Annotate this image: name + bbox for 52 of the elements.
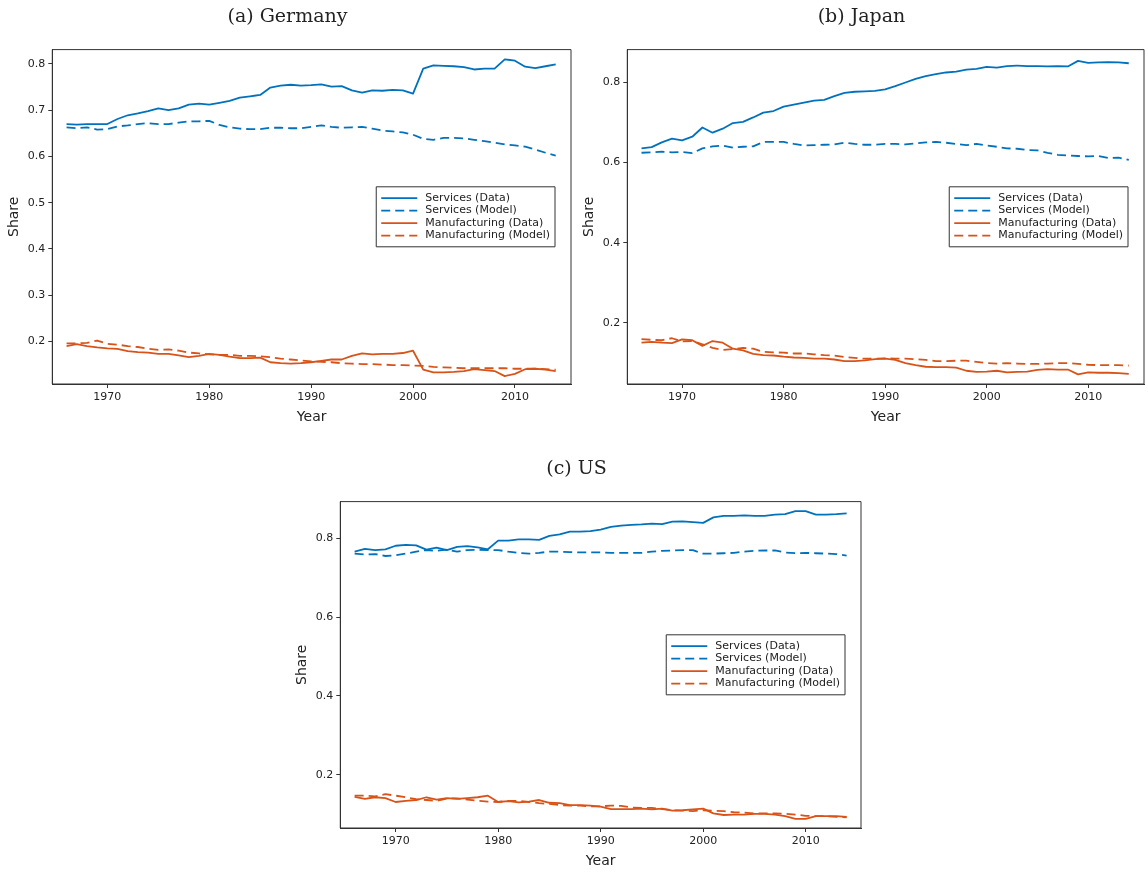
legend-label: Services (Data) — [715, 638, 800, 652]
y-axis-title: Share — [580, 196, 597, 237]
chart-title: (b) Japan — [816, 4, 907, 26]
y-tick-label: 0.6 — [27, 149, 46, 163]
x-tick-label: 2000 — [972, 390, 1001, 404]
legend-label: Services (Model) — [715, 651, 807, 665]
y-tick-label: 0.6 — [315, 609, 334, 623]
legend-label: Manufacturing (Model) — [715, 676, 841, 690]
y-tick-label: 0.4 — [27, 241, 46, 255]
y-tick-label: 0.5 — [27, 195, 46, 209]
legend-label: Services (Model) — [425, 203, 517, 217]
line-series — [640, 141, 1130, 161]
y-tick-label: 0.4 — [602, 235, 621, 249]
legend-label: Manufacturing (Model) — [998, 228, 1124, 242]
legend-label: Manufacturing (Data) — [425, 215, 544, 229]
x-tick-label: 1970 — [93, 390, 122, 404]
x-tick-label: 1970 — [381, 834, 410, 848]
y-tick-label: 0.3 — [27, 288, 46, 302]
y-tick-label: 0.7 — [27, 103, 46, 117]
y-tick-label: 0.4 — [315, 688, 334, 702]
y-axis-title: Share — [5, 196, 22, 237]
legend-label: Manufacturing (Data) — [715, 663, 834, 677]
chart-title: (c) US — [545, 456, 608, 478]
x-tick-label: 1990 — [871, 390, 900, 404]
x-tick-label: 2000 — [689, 834, 718, 848]
x-tick-label: 2010 — [791, 834, 820, 848]
y-tick-label: 0.8 — [315, 531, 334, 545]
chart-title: (a) Germany — [226, 4, 349, 26]
x-tick-label: 1990 — [297, 390, 326, 404]
x-tick-label: 2010 — [1074, 390, 1103, 404]
y-tick-label: 0.6 — [602, 155, 621, 169]
legend-label: Services (Data) — [425, 190, 510, 204]
x-tick-label: 1980 — [195, 390, 224, 404]
x-tick-label: 1980 — [484, 834, 513, 848]
x-tick-label: 1990 — [586, 834, 615, 848]
y-tick-label: 0.2 — [315, 767, 334, 781]
legend-label: Manufacturing (Model) — [425, 228, 551, 242]
x-axis-title: Year — [869, 408, 901, 425]
y-tick-label: 0.2 — [27, 334, 46, 348]
y-tick-label: 0.8 — [27, 56, 46, 70]
y-tick-label: 0.2 — [602, 315, 621, 329]
y-tick-label: 0.8 — [602, 74, 621, 88]
x-tick-label: 1970 — [668, 390, 697, 404]
y-axis-title: Share — [293, 644, 310, 685]
x-axis-title: Year — [584, 852, 616, 869]
x-tick-label: 2010 — [500, 390, 529, 404]
legend-label: Services (Data) — [998, 190, 1083, 204]
x-tick-label: 2000 — [399, 390, 428, 404]
x-axis-title: Year — [295, 408, 327, 425]
legend-label: Services (Model) — [998, 203, 1090, 217]
x-tick-label: 1980 — [769, 390, 798, 404]
legend-label: Manufacturing (Data) — [998, 215, 1117, 229]
